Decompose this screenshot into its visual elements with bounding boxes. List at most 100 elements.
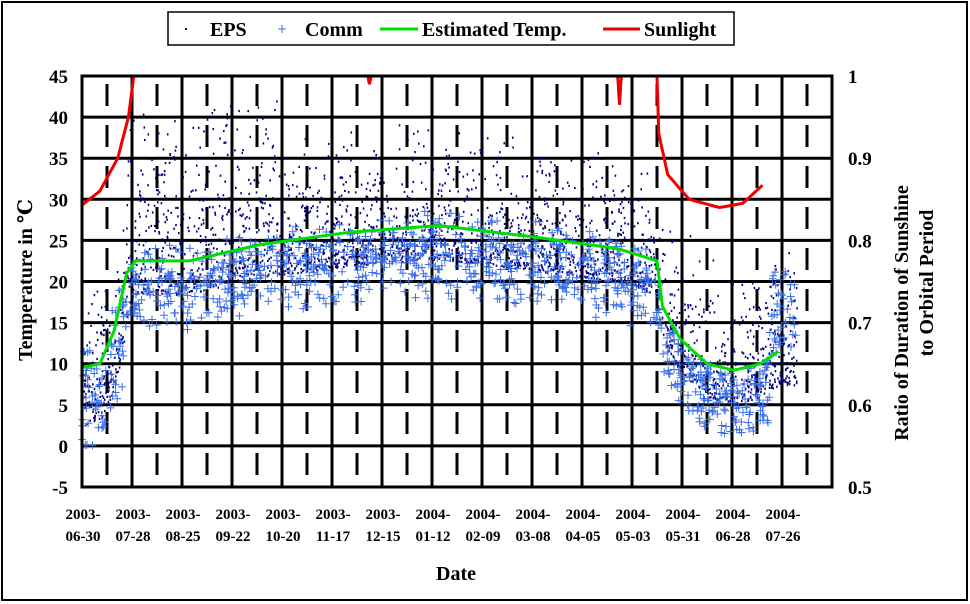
eps-point: [108, 381, 110, 384]
legend-estimated-label: Estimated Temp.: [422, 19, 566, 41]
eps-point: [409, 214, 411, 217]
eps-point: [410, 252, 413, 255]
comm-point: [361, 232, 370, 241]
eps-point: [340, 256, 343, 259]
eps-point: [687, 304, 689, 307]
eps-point: [104, 289, 107, 293]
eps-point: [369, 189, 371, 192]
eps-point: [560, 232, 562, 235]
eps-point: [554, 164, 556, 167]
comm-point: [182, 317, 191, 326]
eps-point: [402, 232, 404, 235]
eps-point: [333, 262, 336, 265]
eps-point: [255, 264, 258, 267]
eps-point: [260, 201, 262, 204]
comm-point: [176, 248, 185, 257]
eps-point: [794, 375, 796, 378]
eps-point: [214, 211, 216, 214]
eps-point: [109, 398, 112, 401]
comm-point: [195, 273, 204, 282]
comm-point: [264, 297, 273, 306]
eps-point: [174, 149, 177, 152]
comm-point: [147, 277, 156, 286]
eps-point: [99, 395, 101, 398]
eps-point: [288, 255, 290, 258]
eps-point: [767, 312, 770, 315]
eps-point: [240, 192, 242, 195]
comm-point: [108, 306, 117, 315]
comm-point: [273, 261, 282, 270]
eps-point: [406, 245, 409, 248]
comm-point: [540, 256, 549, 265]
eps-point: [104, 382, 106, 385]
eps-point: [500, 207, 502, 210]
eps-point: [312, 270, 315, 273]
eps-point: [162, 246, 164, 249]
eps-point: [199, 234, 202, 238]
comm-point: [263, 246, 272, 255]
eps-point: [683, 366, 685, 369]
eps-point: [218, 205, 221, 208]
eps-point: [742, 292, 745, 295]
x-tick-label-year: 2003-: [66, 507, 101, 523]
eps-point: [284, 269, 287, 272]
comm-point: [666, 331, 675, 339]
eps-point: [564, 215, 567, 218]
comm-point: [315, 294, 324, 303]
comm-point: [441, 248, 450, 257]
eps-point: [217, 196, 220, 199]
eps-point: [177, 272, 179, 276]
eps-point: [490, 253, 492, 256]
comm-point: [221, 285, 230, 294]
eps-point: [139, 272, 142, 275]
comm-point: [488, 218, 496, 227]
eps-point: [533, 248, 535, 251]
eps-point: [577, 214, 580, 218]
x-tick-label-date: 06-28: [716, 529, 751, 545]
eps-point: [205, 197, 207, 200]
comm-point: [237, 257, 246, 265]
eps-point: [315, 267, 317, 270]
comm-point: [762, 363, 771, 372]
eps-point: [757, 390, 760, 393]
eps-point: [538, 256, 541, 259]
eps-point: [403, 239, 405, 242]
eps-point: [242, 157, 244, 160]
eps-point: [338, 259, 340, 262]
eps-point: [199, 241, 202, 244]
y2-axis-title-line2: to Orbital Period: [916, 210, 938, 357]
eps-point: [559, 221, 561, 224]
comm-point: [507, 267, 516, 276]
eps-point: [439, 237, 442, 240]
eps-point: [92, 383, 94, 386]
eps-point: [93, 294, 96, 297]
comm-point: [473, 258, 482, 267]
eps-point: [465, 261, 468, 264]
eps-point: [392, 252, 395, 255]
eps-point: [142, 113, 145, 116]
comm-point: [132, 275, 141, 283]
eps-point: [156, 270, 158, 273]
comm-point: [334, 235, 343, 244]
eps-point: [790, 369, 792, 373]
eps-point: [788, 252, 790, 255]
eps-point: [108, 389, 110, 392]
eps-point: [779, 371, 782, 374]
comm-point: [160, 300, 169, 309]
eps-point: [705, 390, 707, 393]
eps-point: [501, 264, 503, 267]
comm-point: [756, 381, 765, 390]
eps-point: [194, 282, 197, 285]
comm-point: [314, 248, 323, 257]
eps-point: [573, 256, 575, 259]
eps-point: [346, 205, 349, 208]
eps-point: [330, 238, 333, 241]
eps-point: [541, 245, 544, 248]
comm-point: [756, 416, 765, 425]
eps-point: [360, 183, 363, 186]
comm-point: [487, 216, 496, 225]
comm-point: [618, 279, 627, 288]
eps-point: [758, 325, 760, 328]
eps-point: [96, 357, 98, 360]
eps-point: [405, 184, 408, 187]
